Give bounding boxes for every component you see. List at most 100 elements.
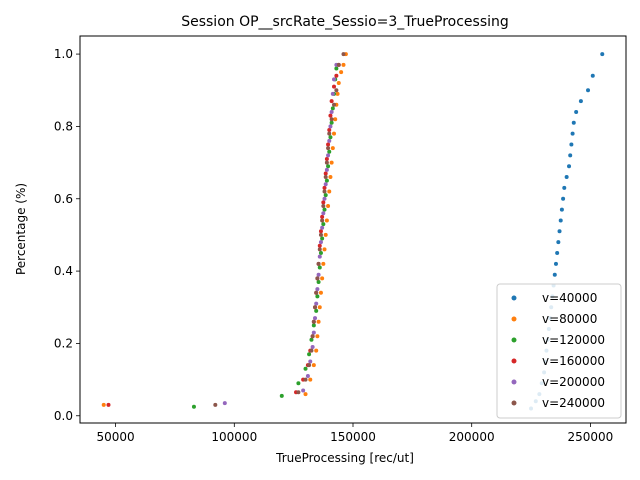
legend-label: v=240000	[542, 396, 605, 410]
data-point	[321, 261, 326, 266]
chart-title: Session OP__srcRate_Sessio=3_TrueProcess…	[181, 14, 509, 30]
data-point	[330, 146, 335, 151]
data-point	[320, 236, 325, 241]
data-point	[320, 214, 325, 219]
data-point	[324, 178, 329, 183]
data-point	[327, 128, 332, 133]
axes: 50000 100000 150000 200000 250000 0.0 0.2 0.4 0.…	[54, 35, 627, 444]
x-tick-label: 100000	[211, 430, 257, 444]
data-point	[311, 330, 316, 335]
data-point	[336, 62, 341, 67]
legend-label: v=80000	[542, 312, 597, 326]
data-point	[318, 232, 323, 237]
data-point	[570, 131, 575, 136]
data-point	[323, 175, 328, 180]
data-point	[324, 160, 329, 165]
data-point	[327, 149, 332, 154]
data-point	[324, 218, 329, 223]
data-point	[326, 142, 331, 147]
data-point	[317, 254, 322, 259]
data-point	[571, 120, 576, 125]
data-point	[307, 363, 312, 368]
data-point	[313, 316, 318, 321]
data-point	[561, 196, 566, 201]
data-point	[318, 229, 323, 234]
data-point	[317, 305, 322, 310]
data-point	[314, 348, 319, 353]
data-point	[106, 402, 111, 407]
legend-box	[496, 283, 622, 419]
data-point	[328, 135, 333, 140]
legend-marker	[511, 337, 517, 343]
data-point	[329, 109, 334, 114]
data-point	[332, 84, 337, 89]
legend-marker	[511, 400, 517, 406]
y-tick-label: 0.2	[54, 336, 73, 350]
x-tick-label: 150000	[330, 430, 376, 444]
data-point	[567, 164, 572, 169]
data-point	[333, 117, 338, 122]
data-point	[328, 113, 333, 118]
data-point	[321, 203, 326, 208]
data-point	[341, 62, 346, 67]
data-point	[558, 218, 563, 223]
data-point	[324, 156, 329, 161]
x-axis-label: TrueProcessing [rec/ut]	[275, 451, 414, 465]
data-point	[339, 70, 344, 75]
data-point	[322, 189, 327, 194]
data-point	[222, 401, 227, 406]
data-point	[303, 366, 308, 371]
legend-marker	[511, 316, 517, 322]
data-point	[334, 66, 339, 71]
data-point	[322, 196, 327, 201]
series-v=80000	[101, 52, 348, 407]
data-point	[311, 323, 316, 328]
data-point	[568, 153, 573, 158]
data-point	[341, 52, 346, 57]
data-point	[326, 203, 331, 208]
data-point	[332, 131, 337, 136]
data-point	[552, 272, 557, 277]
data-point	[301, 388, 306, 393]
data-point	[316, 261, 321, 266]
data-point	[590, 73, 595, 78]
data-point	[332, 77, 337, 82]
data-point	[334, 73, 339, 78]
data-point	[323, 182, 328, 187]
data-point	[322, 247, 327, 252]
data-point	[323, 232, 328, 237]
data-point	[317, 247, 322, 252]
data-point	[316, 272, 321, 277]
data-point	[320, 225, 325, 230]
legend-marker	[511, 379, 517, 385]
data-point	[574, 109, 579, 114]
data-point	[556, 240, 561, 245]
data-point	[329, 120, 334, 125]
data-point	[322, 207, 327, 212]
data-point	[308, 359, 313, 364]
data-point	[329, 117, 334, 122]
legend-marker	[511, 358, 517, 364]
data-point	[318, 240, 323, 245]
x-tick-label: 50000	[97, 430, 135, 444]
data-point	[296, 381, 301, 386]
data-point	[316, 319, 321, 324]
data-point	[600, 52, 605, 57]
data-point	[317, 265, 322, 270]
data-point	[320, 218, 325, 223]
data-point	[303, 392, 308, 397]
y-tick-label: 0.0	[54, 409, 73, 423]
data-point	[316, 279, 321, 284]
data-point	[315, 287, 320, 292]
data-point	[322, 185, 327, 190]
data-point	[313, 305, 318, 310]
legend-label: v=160000	[542, 354, 605, 368]
data-point	[564, 175, 569, 180]
data-point	[332, 102, 337, 107]
data-point	[308, 377, 313, 382]
data-point	[314, 301, 319, 306]
data-point	[307, 352, 312, 357]
y-tick-label: 0.6	[54, 192, 73, 206]
data-point	[305, 373, 310, 378]
